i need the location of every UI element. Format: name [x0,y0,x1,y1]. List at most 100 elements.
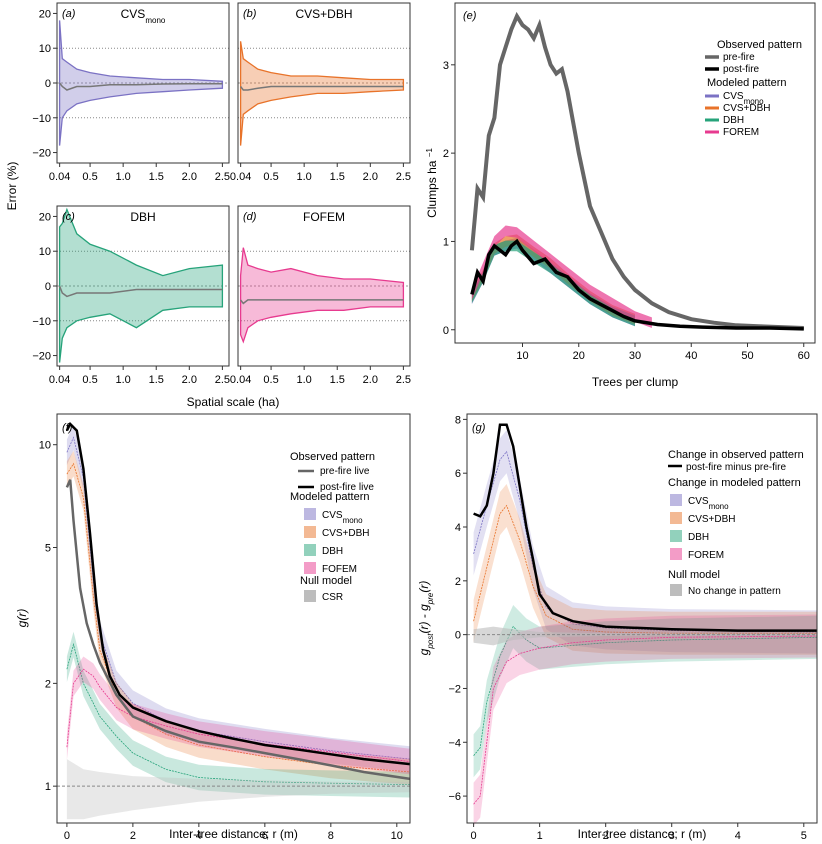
panel-g-legend-item: post-fire minus pre-fire [686,462,786,473]
panel-d-frame [237,205,411,367]
panel-f-y-tick-label: 1 [45,781,51,793]
panel-b-x-tick-label: 2.5 [396,171,411,183]
panel-e-ylabel: Clumps ha −1 [425,148,440,218]
panel-b-x-tick-label: 1.5 [330,171,345,183]
panel-f-legend-swatch [304,508,316,520]
panel-c-label: (c) [62,211,75,223]
panel-g-xlabel: Inter-tree distance; r (m) [578,827,707,841]
panel-g-label: (g) [472,422,486,434]
panel-g-y-tick-label: 6 [455,468,461,480]
panel-f-label: (f) [62,422,73,434]
panel-a-x-tick-label: 2.5 [215,171,230,183]
panel-c-median-line [58,285,223,298]
panel-a-y-tick-label: −10 [32,113,51,125]
panel-c-x-tick-label: 2.5 [215,374,230,386]
panel-b-frame [237,2,411,164]
panel-g-x-tick-label: 0 [471,830,477,842]
panel-f-legend-item: CVSmono [322,510,363,525]
panel-g-y-tick-label: 2 [455,576,461,588]
panel-f-x-tick-label: 2 [130,830,136,842]
panel-c-x-tick-label: 1.5 [149,374,164,386]
panel-f-legend-item: pre-fire live [320,466,370,477]
panel-f-band [66,631,411,798]
panel-e-legend-item: DBH [723,115,744,126]
panel-f-legend-swatch [304,544,316,556]
panel-a-y-tick-label: 20 [39,8,51,20]
panel-e-y-tick-label: 3 [443,60,449,72]
panel-c-x-tick-label: 2.0 [182,374,197,386]
panel-g-band [473,430,817,654]
panel-g-y-tick-label: 4 [455,522,461,534]
panel-d-x-tick-label: 1.5 [330,374,345,386]
panel-b-label: (b) [243,8,257,20]
panel-g-y-tick-label: −6 [448,791,461,803]
panel-g-legend-swatch [670,548,682,560]
panel-f-csr-band [66,759,411,820]
panel-g-legend-observed: Change in observed pattern [668,449,804,461]
panel-c-error-band [58,207,224,363]
panel-a-y-tick-label: 0 [45,78,51,90]
panel-f-legend-observed: Observed pattern [290,451,375,463]
panel-e-y-tick-label: 2 [443,148,449,160]
panel-f-ylabel: g(r) [15,609,29,628]
panel-f-x-tick-label: 10 [391,830,403,842]
panel-g-y-tick-label: −2 [448,683,461,695]
panel-g-ylabel: gpost(r) - gpre(r) [417,581,435,656]
panel-e-legend-prefire: pre-fire [723,52,755,63]
panel-a-y-tick-label: 10 [39,43,51,55]
panel-f-frame [56,413,411,824]
panel-g-legend-null: Null model [668,569,720,581]
panel-d-x-tick-label: 2.0 [363,374,378,386]
panel-g-band [473,605,817,778]
panel-f-legend-swatch [304,590,316,602]
panel-a-y-tick-label: −20 [32,148,51,160]
panel-c-y-tick-label: 10 [39,246,51,258]
panel-a-x-tick-label: 1.5 [149,171,164,183]
panel-f-band [66,656,411,775]
panel-c-x-tick-label: 0.5 [82,374,97,386]
panel-e-y-tick-label: 1 [443,236,449,248]
panel-f-legend-item: CSR [322,592,343,603]
panel-e-x-tick-label: 10 [516,350,528,362]
panel-f-y-tick-label: 5 [45,542,51,554]
panel-c-y-tick-label: 0 [45,281,51,293]
panel-f-model-line [66,436,411,760]
panel-f-x-tick-label: 6 [262,830,268,842]
panel-f-legend-item: CVS+DBH [322,528,370,539]
panel-f-legend-swatch [304,526,316,538]
panel-b-x-tick-label: 2.0 [363,171,378,183]
panel-f-legend-null: Null model [300,575,352,587]
panel-g-legend-item: DBH [688,532,709,543]
panel-b-median-line [240,85,404,91]
panel-g-observed-line [473,423,817,632]
panel-c-title: DBH [130,210,155,224]
panel-g-x-tick-label: 3 [669,830,675,842]
panel-g-legend-modeled: Change in modeled pattern [668,477,801,489]
panel-g-legend-item: No change in pattern [688,586,781,597]
panel-d-x-tick-label: 2.5 [396,374,411,386]
panel-g-model-line [473,450,818,633]
panel-a-error-band [58,20,224,146]
panel-g-x-tick-label: 4 [735,830,741,842]
panel-e-legend-postfire: post-fire [723,64,760,75]
panel-c-x-tick-label: 0.04 [49,374,70,386]
panel-e-postfire-line [470,238,804,331]
panel-c-y-tick-label: −10 [32,316,51,328]
panel-abcd-ylabel: Error (%) [5,162,19,211]
panel-g-y-tick-label: −4 [448,737,461,749]
panel-b-title: CVS+DBH [295,7,352,21]
panel-d-x-tick-label: 0.5 [263,374,278,386]
panel-f-x-tick-label: 4 [196,830,202,842]
panel-f-legend-swatch [304,562,316,574]
panel-a-x-tick-label: 0.04 [49,171,70,183]
panel-f-y-tick-label: 10 [39,440,51,452]
panel-g-x-tick-label: 1 [537,830,543,842]
panel-d-title: FOFEM [303,210,345,224]
panel-g-band [473,484,817,655]
panel-g-y-tick-label: 0 [455,630,461,642]
panel-e-legend-modeled: Modeled pattern [707,77,787,89]
panel-e-x-tick-label: 60 [798,350,810,362]
panel-a-median-line [59,82,223,91]
panel-c-y-tick-label: −20 [32,351,51,363]
